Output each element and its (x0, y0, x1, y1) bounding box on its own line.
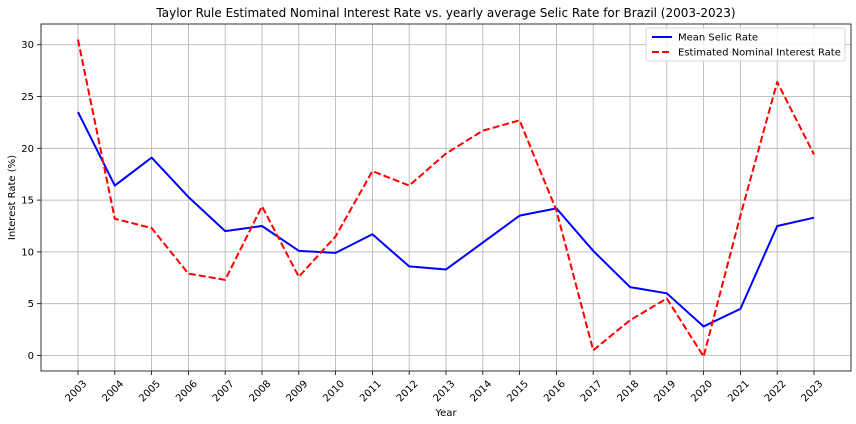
x-tick-label: 2011 (358, 379, 384, 405)
x-tick-label: 2020 (689, 379, 715, 405)
x-tick-label: 2008 (248, 379, 274, 405)
y-axis-title: Interest Rate (%) (7, 155, 18, 240)
x-tick-label: 2022 (763, 379, 789, 405)
legend: Mean Selic Rate Estimated Nominal Interes… (645, 27, 846, 62)
y-tick-label: 15 (21, 196, 34, 207)
y-tick-label: 10 (21, 247, 34, 258)
x-tick-label: 2003 (64, 379, 90, 405)
y-axis-ticks: 0 5 10 15 20 25 30 (21, 40, 41, 362)
x-tick-label: 2010 (321, 379, 347, 405)
x-tick-label: 2018 (616, 379, 642, 405)
x-tick-label: 2012 (395, 379, 421, 405)
legend-label-1: Mean Selic Rate (678, 33, 758, 44)
y-tick-label: 30 (21, 40, 34, 51)
x-axis-ticks: 2003 2004 2005 2006 2007 2008 2009 2010 2011 2012… (64, 371, 826, 405)
y-tick-label: 5 (28, 299, 34, 310)
y-tick-label: 0 (28, 351, 34, 362)
grid (41, 24, 851, 371)
legend-box (645, 27, 846, 62)
x-tick-label: 2014 (468, 379, 494, 405)
x-tick-label: 2009 (284, 379, 310, 405)
chart-title: Taylor Rule Estimated Nominal Interest R… (155, 6, 735, 20)
x-tick-label: 2015 (505, 379, 531, 405)
x-tick-label: 2023 (800, 379, 826, 405)
x-tick-label: 2017 (579, 379, 605, 405)
x-tick-label: 2004 (100, 379, 126, 405)
x-tick-label: 2019 (652, 379, 678, 405)
x-tick-label: 2006 (174, 379, 200, 405)
x-axis-title: Year (434, 408, 457, 419)
x-tick-label: 2016 (542, 379, 568, 405)
legend-label-2: Estimated Nominal Interest Rate (678, 48, 841, 59)
y-tick-label: 25 (21, 92, 34, 103)
x-tick-label: 2007 (211, 379, 237, 405)
x-tick-label: 2013 (432, 379, 458, 405)
series-line-2 (77, 39, 815, 358)
x-tick-label: 2005 (137, 379, 163, 405)
x-tick-label: 2021 (726, 379, 752, 405)
series-lines (77, 39, 815, 358)
y-tick-label: 20 (21, 144, 34, 155)
series-line-1 (77, 111, 815, 328)
